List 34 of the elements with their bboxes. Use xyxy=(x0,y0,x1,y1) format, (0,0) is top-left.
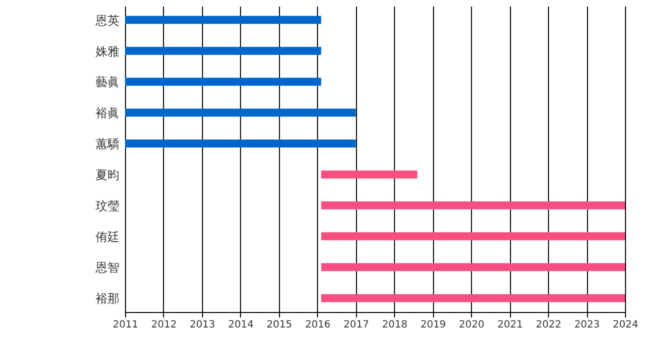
bar xyxy=(321,170,418,178)
bar xyxy=(321,294,625,302)
x-tick-label: 2022 xyxy=(536,320,562,330)
x-tick-label: 2018 xyxy=(382,320,408,330)
x-tick-label: 2013 xyxy=(190,320,216,330)
y-tick-label: 恩智 xyxy=(94,260,120,275)
x-tick-label: 2014 xyxy=(228,320,254,330)
x-tick-label: 2017 xyxy=(344,320,369,330)
y-tick-label: 玟瑩 xyxy=(96,198,120,213)
bar xyxy=(125,16,322,24)
bar xyxy=(125,140,356,148)
x-tick-label: 2020 xyxy=(458,320,484,330)
x-tick-label: 2012 xyxy=(151,320,177,330)
bar xyxy=(125,78,322,86)
y-tick-label: 藝眞 xyxy=(96,75,120,90)
y-tick-label: 裕那 xyxy=(96,292,120,306)
y-tick-label: 裕眞 xyxy=(96,106,120,120)
x-tick-label: 2016 xyxy=(305,320,331,330)
x-tick-label: 2019 xyxy=(420,320,446,330)
y-tick-label: 恩英 xyxy=(94,13,120,28)
y-tick-label: 姝雅 xyxy=(96,44,120,58)
x-tick-label: 2015 xyxy=(266,320,292,330)
x-tick-label: 2021 xyxy=(497,320,523,330)
bar xyxy=(321,263,625,272)
bar xyxy=(321,201,625,210)
x-tick-label: 2024 xyxy=(612,320,638,330)
bar xyxy=(125,108,356,117)
y-tick-label: 侑廷 xyxy=(96,230,120,244)
bar xyxy=(125,46,322,55)
y-tick-label: 蕙驕 xyxy=(96,137,120,152)
x-tick-label: 2011 xyxy=(112,320,138,330)
y-tick-label: 夏昀 xyxy=(96,168,120,182)
bar xyxy=(321,232,625,240)
x-tick-label: 2023 xyxy=(574,320,600,330)
